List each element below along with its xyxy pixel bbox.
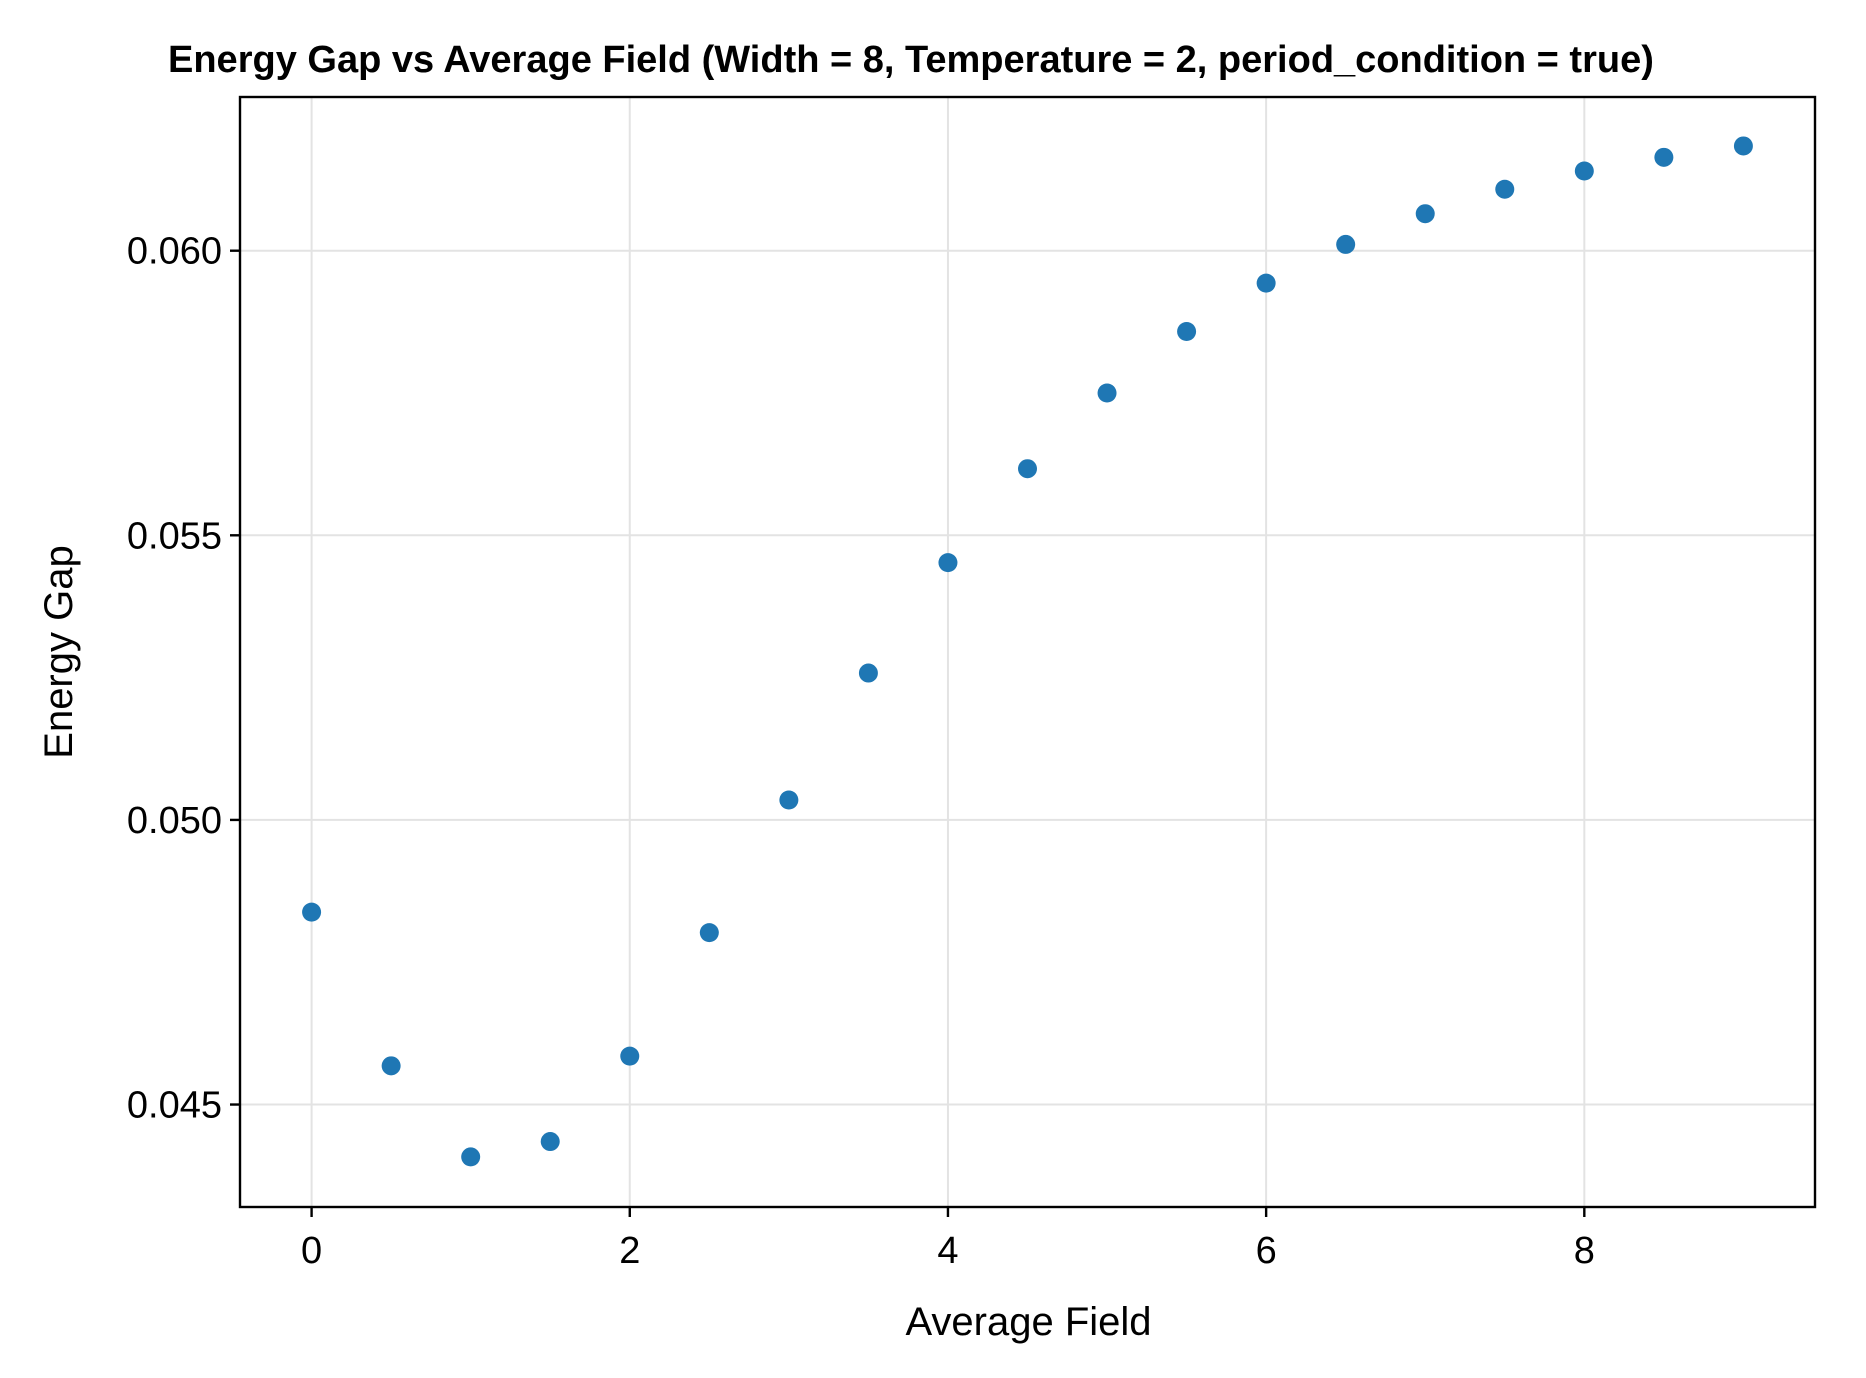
data-point [1256, 273, 1276, 293]
data-point [1415, 204, 1435, 224]
y-tick-label: 0.055 [127, 515, 222, 557]
x-tick-label: 2 [619, 1230, 640, 1272]
y-tick-label: 0.045 [127, 1085, 222, 1127]
data-point [858, 663, 878, 683]
data-point [461, 1147, 481, 1167]
data-point [1733, 136, 1753, 156]
chart-title: Energy Gap vs Average Field (Width = 8, … [168, 39, 1654, 81]
data-point [1574, 161, 1594, 181]
data-point [540, 1132, 560, 1152]
x-axis-label: Average Field [905, 1300, 1151, 1344]
x-tick-label: 6 [1256, 1230, 1277, 1272]
data-point [699, 923, 719, 943]
data-point [779, 790, 799, 810]
grid-lines [240, 97, 1815, 1207]
y-tick-label: 0.050 [127, 800, 222, 842]
data-point [938, 553, 958, 573]
data-point [1018, 459, 1037, 479]
data-points [302, 136, 1753, 1167]
data-point [302, 902, 322, 922]
plot-frame [238, 95, 1817, 1209]
x-tick-label: 8 [1574, 1230, 1595, 1272]
y-axis-label: Energy Gap [37, 545, 81, 758]
data-point [1336, 234, 1356, 254]
y-tick-label: 0.060 [127, 231, 222, 273]
data-point [381, 1056, 401, 1076]
x-tick-label: 4 [937, 1230, 958, 1272]
x-tick-label: 0 [301, 1230, 322, 1272]
data-point [620, 1046, 640, 1066]
data-point [1495, 179, 1515, 199]
data-point [1177, 322, 1197, 342]
axis-ticks: 0 2 4 6 8 0.045 0.050 0.055 0.060 [127, 231, 1595, 1272]
data-point [1097, 383, 1117, 403]
data-point [1654, 147, 1674, 167]
